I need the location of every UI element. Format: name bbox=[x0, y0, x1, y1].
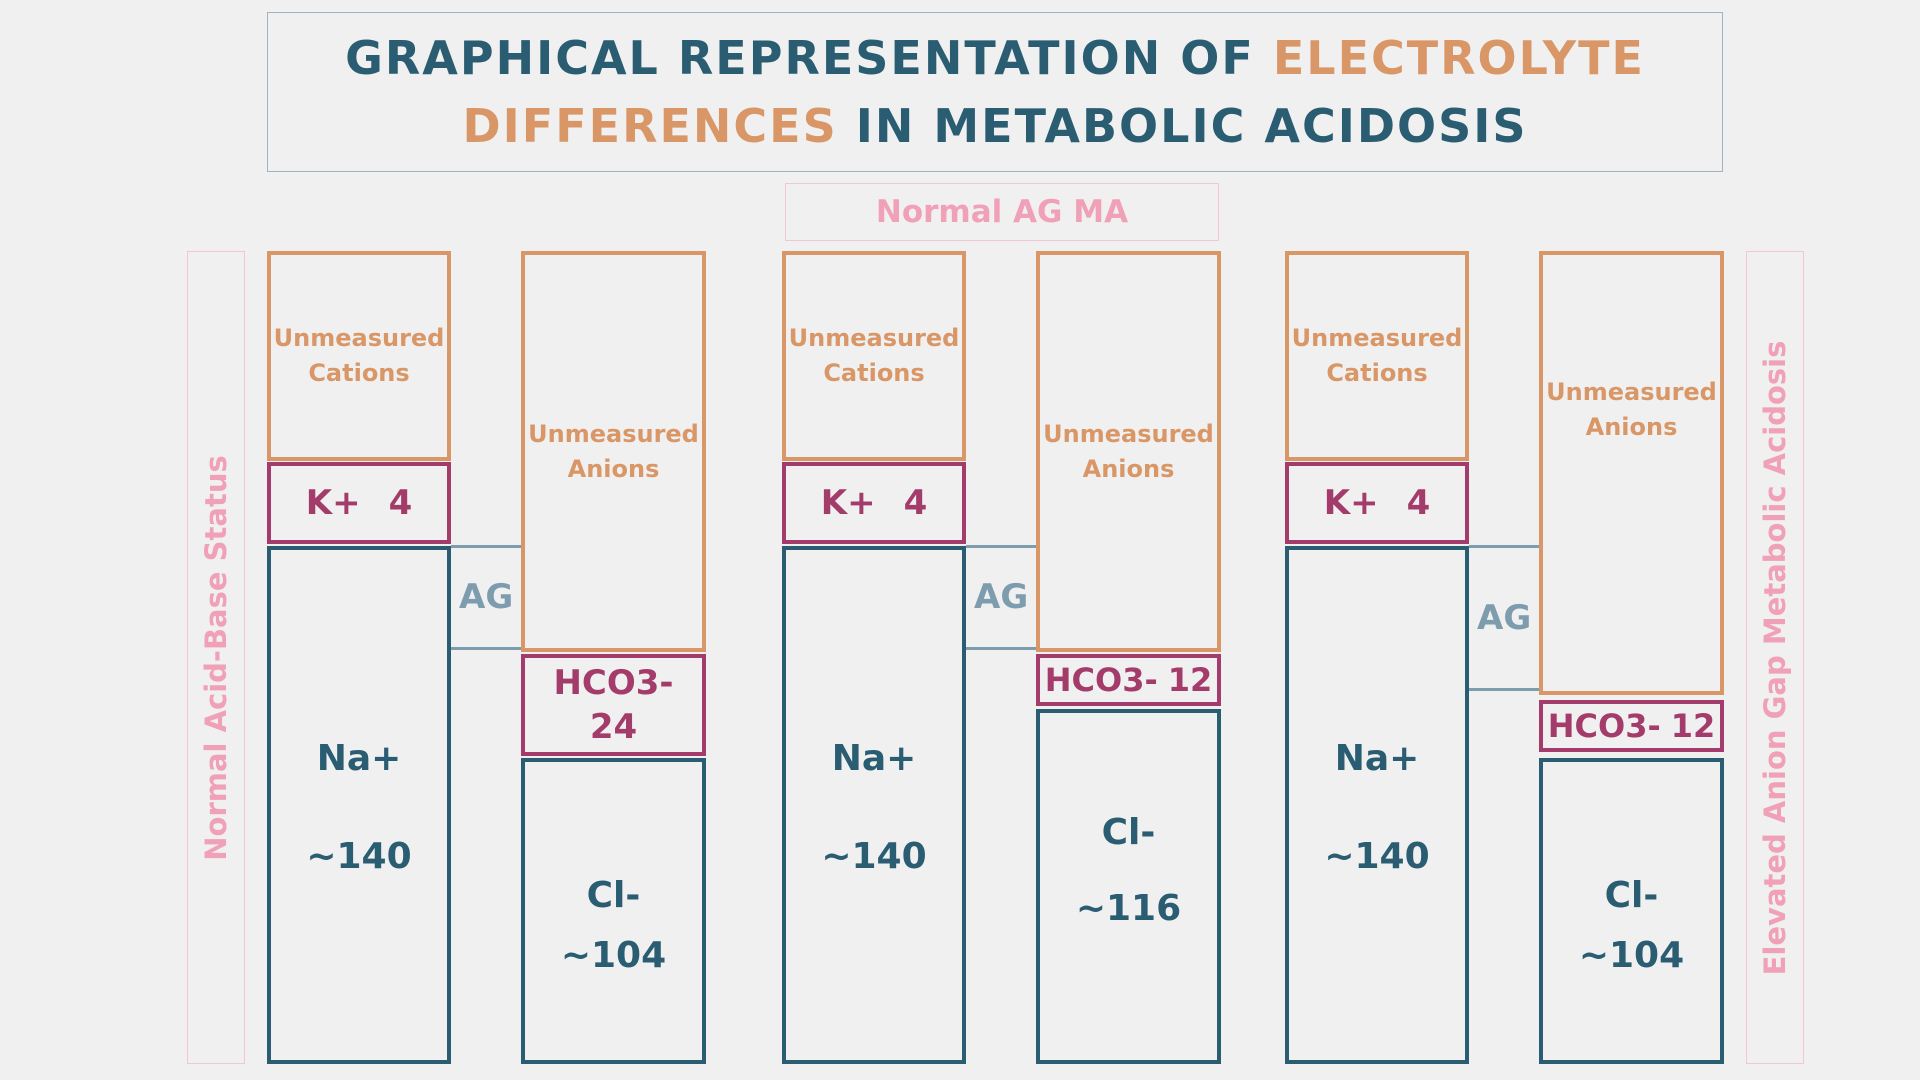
unmeasured-cations-box: Unmeasured Cations bbox=[782, 251, 966, 461]
sodium-label: Na+ bbox=[316, 738, 402, 779]
potassium-label: K+ bbox=[820, 483, 876, 523]
bicarbonate-label: HCO3- bbox=[553, 663, 674, 703]
normal-acid-base-text: Normal Acid-Base Status bbox=[199, 454, 233, 861]
potassium-box: K+ 4 bbox=[782, 462, 966, 544]
elevated-ag-label: Elevated Anion Gap Metabolic Acidosis bbox=[1746, 251, 1804, 1064]
chloride-box: Cl- ~104 bbox=[1539, 758, 1724, 1064]
unmeasured-anions-line-2: Anions bbox=[567, 454, 660, 483]
title-line-2: DIFFERENCES IN METABOLIC ACIDOSIS bbox=[463, 92, 1528, 160]
potassium-box: K+ 4 bbox=[267, 462, 451, 544]
chloride-value: ~104 bbox=[1578, 935, 1685, 976]
normal-acid-base-label: Normal Acid-Base Status bbox=[187, 251, 245, 1064]
elevated-ag-text: Elevated Anion Gap Metabolic Acidosis bbox=[1758, 340, 1792, 975]
bicarbonate-box: HCO3- 12 bbox=[1036, 654, 1221, 706]
unmeasured-cations-line-1: Unmeasured bbox=[1291, 324, 1463, 352]
anion-gap-label: AG bbox=[459, 577, 514, 617]
bicarbonate-box: HCO3- 12 bbox=[1539, 700, 1724, 752]
unmeasured-cations-line-2: Cations bbox=[823, 359, 925, 387]
sodium-label: Na+ bbox=[1334, 738, 1420, 779]
bicarbonate-value: 24 bbox=[589, 707, 638, 747]
chloride-box: Cl- ~116 bbox=[1036, 709, 1221, 1064]
chloride-label: Cl- bbox=[1604, 875, 1659, 916]
normal-ag-ma-label: Normal AG MA bbox=[785, 183, 1219, 241]
unmeasured-anions-line-1: Unmeasured bbox=[528, 419, 699, 448]
potassium-value: 4 bbox=[388, 483, 413, 523]
chloride-label: Cl- bbox=[586, 875, 641, 916]
chloride-value: ~116 bbox=[1075, 888, 1182, 929]
sodium-box: Na+ ~140 bbox=[782, 546, 966, 1064]
normal-ag-ma-text: Normal AG MA bbox=[875, 194, 1129, 230]
unmeasured-anions-box: Unmeasured Anions bbox=[1539, 251, 1724, 695]
unmeasured-cations-box: Unmeasured Cations bbox=[1285, 251, 1469, 461]
unmeasured-anions-line-1: Unmeasured bbox=[1043, 419, 1214, 448]
unmeasured-anions-box: Unmeasured Anions bbox=[521, 251, 706, 652]
unmeasured-cations-box: Unmeasured Cations bbox=[267, 251, 451, 461]
unmeasured-anions-box: Unmeasured Anions bbox=[1036, 251, 1221, 652]
title-part-3: DIFFERENCES bbox=[462, 99, 838, 153]
sodium-value: ~140 bbox=[1324, 836, 1430, 877]
potassium-box: K+ 4 bbox=[1285, 462, 1469, 544]
title-part-4: IN METABOLIC ACIDOSIS bbox=[855, 99, 1528, 153]
unmeasured-anions-line-1: Unmeasured bbox=[1546, 378, 1717, 406]
bicarbonate-label: HCO3- bbox=[1044, 661, 1158, 699]
title-part-2: ELECTROLYTE bbox=[1272, 31, 1645, 85]
title-part-1: GRAPHICAL REPRESENTATION OF bbox=[345, 31, 1255, 85]
anion-gap-top-line bbox=[966, 545, 1036, 548]
bicarbonate-value: 12 bbox=[1167, 661, 1213, 699]
bicarbonate-label: HCO3- bbox=[1547, 707, 1661, 745]
potassium-label: K+ bbox=[1323, 483, 1379, 523]
title-line-1: GRAPHICAL REPRESENTATION OF ELECTROLYTE bbox=[345, 24, 1645, 92]
anion-gap-top-line bbox=[1469, 545, 1539, 548]
potassium-value: 4 bbox=[903, 483, 928, 523]
sodium-label: Na+ bbox=[831, 738, 917, 779]
anion-gap-label: AG bbox=[974, 577, 1029, 617]
bicarbonate-box: HCO3- 24 bbox=[521, 654, 706, 756]
sodium-box: Na+ ~140 bbox=[1285, 546, 1469, 1064]
unmeasured-cations-line-1: Unmeasured bbox=[273, 324, 445, 352]
sodium-box: Na+ ~140 bbox=[267, 546, 451, 1064]
anion-gap-bottom-line bbox=[966, 647, 1036, 650]
unmeasured-cations-line-1: Unmeasured bbox=[788, 324, 960, 352]
bicarbonate-value: 12 bbox=[1670, 707, 1716, 745]
chloride-box: Cl- ~104 bbox=[521, 758, 706, 1064]
unmeasured-cations-line-2: Cations bbox=[1326, 359, 1428, 387]
potassium-value: 4 bbox=[1406, 483, 1431, 523]
unmeasured-anions-line-2: Anions bbox=[1585, 413, 1678, 441]
sodium-value: ~140 bbox=[821, 836, 927, 877]
sodium-value: ~140 bbox=[306, 836, 412, 877]
unmeasured-cations-line-2: Cations bbox=[308, 359, 410, 387]
anion-gap-bottom-line bbox=[1469, 688, 1539, 691]
title-box: GRAPHICAL REPRESENTATION OF ELECTROLYTE … bbox=[267, 12, 1723, 172]
chloride-value: ~104 bbox=[560, 935, 667, 976]
anion-gap-top-line bbox=[451, 545, 521, 548]
potassium-label: K+ bbox=[305, 483, 361, 523]
anion-gap-bottom-line bbox=[451, 647, 521, 650]
chloride-label: Cl- bbox=[1101, 812, 1156, 853]
anion-gap-label: AG bbox=[1477, 598, 1532, 638]
unmeasured-anions-line-2: Anions bbox=[1082, 454, 1175, 483]
